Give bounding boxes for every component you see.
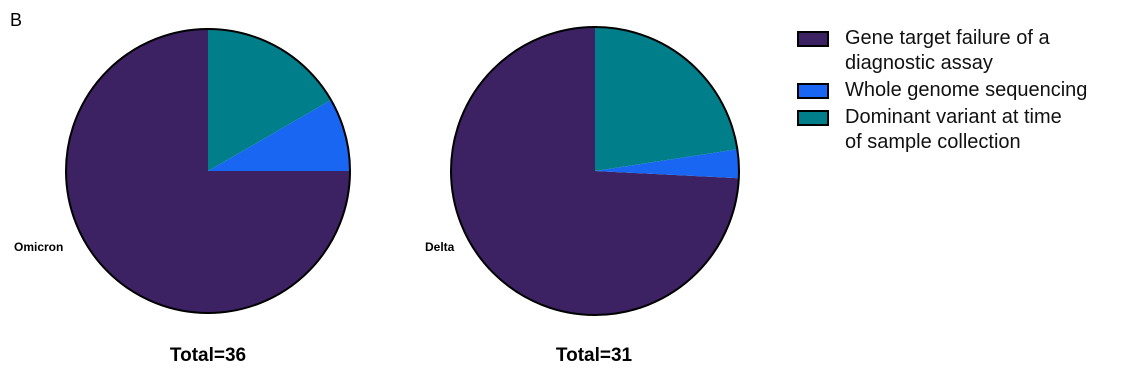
- legend: Gene target failure of a diagnostic assa…: [797, 26, 1129, 157]
- pie-slice-omicron-whole-genome-sequencing: [208, 100, 350, 171]
- legend-label-whole-genome-sequencing: Whole genome sequencing: [845, 79, 1088, 101]
- legend-item-dominant-variant: Dominant variant at time of sample colle…: [797, 105, 1129, 155]
- pie-slice-delta-whole-genome-sequencing: [595, 149, 739, 179]
- legend-item-gene-target-failure: Gene target failure of a diagnostic assa…: [797, 26, 1129, 76]
- legend-swatch-whole-genome-sequencing: [797, 83, 829, 99]
- pie-outline-delta: [450, 26, 740, 316]
- legend-item-whole-genome-sequencing: Whole genome sequencing: [797, 78, 1129, 103]
- legend-label-gene-target-failure: Gene target failure of a diagnostic assa…: [845, 27, 1050, 74]
- panel-label: B: [10, 10, 23, 30]
- total-label-delta: Total=31: [555, 345, 633, 366]
- pie-slice-delta-gene-target-failure: [451, 27, 739, 315]
- total-label-omicron: Total=36: [169, 345, 247, 366]
- pie-label-omicron: Omicron: [14, 240, 64, 254]
- pie-label-delta: Delta: [425, 240, 455, 254]
- pie-outline-omicron: [65, 28, 351, 314]
- pie-slice-omicron-dominant-variant: [208, 29, 331, 171]
- pie-slice-delta-dominant-variant: [595, 27, 738, 171]
- legend-swatch-dominant-variant: [797, 110, 829, 126]
- legend-swatch-gene-target-failure: [797, 31, 829, 47]
- legend-label-dominant-variant: Dominant variant at time of sample colle…: [845, 106, 1062, 153]
